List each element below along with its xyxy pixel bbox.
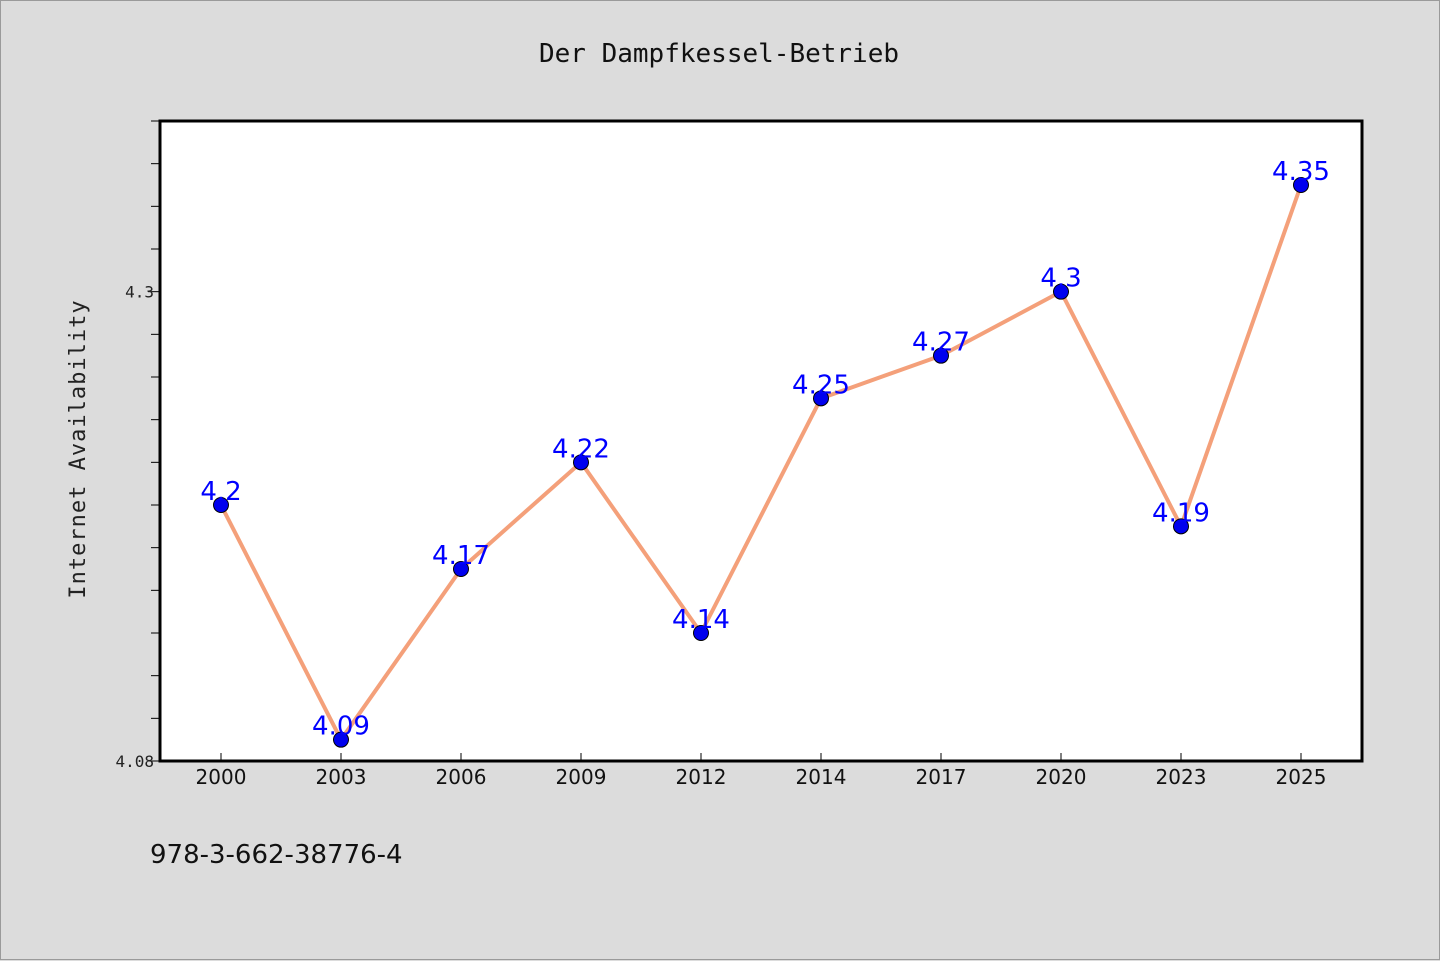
- data-label: 4.3: [1040, 264, 1081, 294]
- data-point: [213, 497, 229, 513]
- x-tick-label: 2023: [1156, 765, 1207, 789]
- data-point: [453, 561, 469, 577]
- data-series: [213, 177, 1309, 748]
- data-point: [693, 625, 709, 641]
- data-labels: 4.2 4.09 4.17 4.22 4.14 4.25 4.27 4.3 4.19 4.35: [200, 157, 1330, 742]
- x-tick-label: 2000: [196, 765, 247, 789]
- isbn-annotation: 978-3-662-38776-4: [150, 840, 403, 870]
- data-point: [813, 390, 829, 407]
- data-label: 4.27: [912, 328, 970, 358]
- data-point: [933, 347, 949, 364]
- chart-title: Der Dampfkessel-Betrieb: [539, 39, 899, 69]
- data-label: 4.35: [1272, 157, 1330, 187]
- data-label: 4.22: [552, 434, 610, 464]
- y-tick-label: 4.08: [115, 752, 154, 771]
- data-point: [1293, 177, 1309, 193]
- x-tick-label: 2009: [556, 765, 607, 789]
- x-tick-label: 2003: [316, 765, 367, 789]
- x-tick-label: 2017: [916, 765, 967, 789]
- data-label: 4.17: [432, 541, 490, 571]
- y-tick-label: 4.3: [125, 283, 154, 302]
- x-tick-label: 2014: [796, 765, 847, 789]
- series-line: [219, 184, 1303, 742]
- data-point: [333, 731, 349, 748]
- x-tick-label: 2006: [436, 765, 487, 789]
- data-point: [1173, 518, 1189, 535]
- data-point: [573, 454, 589, 471]
- y-axis: 4.08 4.3: [115, 120, 160, 771]
- x-axis: 2000 2003 2006 2009 2012 2014 2017 2020 2023 2025: [196, 753, 1327, 789]
- data-label: 4.2: [200, 477, 241, 507]
- plot-area: [160, 121, 1362, 761]
- y-axis-label: Internet Availability: [66, 299, 91, 598]
- x-tick-label: 2025: [1276, 765, 1327, 789]
- data-label: 4.09: [312, 712, 370, 742]
- x-tick-label: 2012: [676, 765, 727, 789]
- data-point: [1053, 283, 1069, 300]
- data-label: 4.25: [792, 370, 850, 400]
- x-tick-label: 2020: [1036, 765, 1087, 789]
- plot-border: [158, 119, 1364, 763]
- data-label: 4.19: [1152, 498, 1210, 528]
- data-label: 4.14: [672, 605, 730, 635]
